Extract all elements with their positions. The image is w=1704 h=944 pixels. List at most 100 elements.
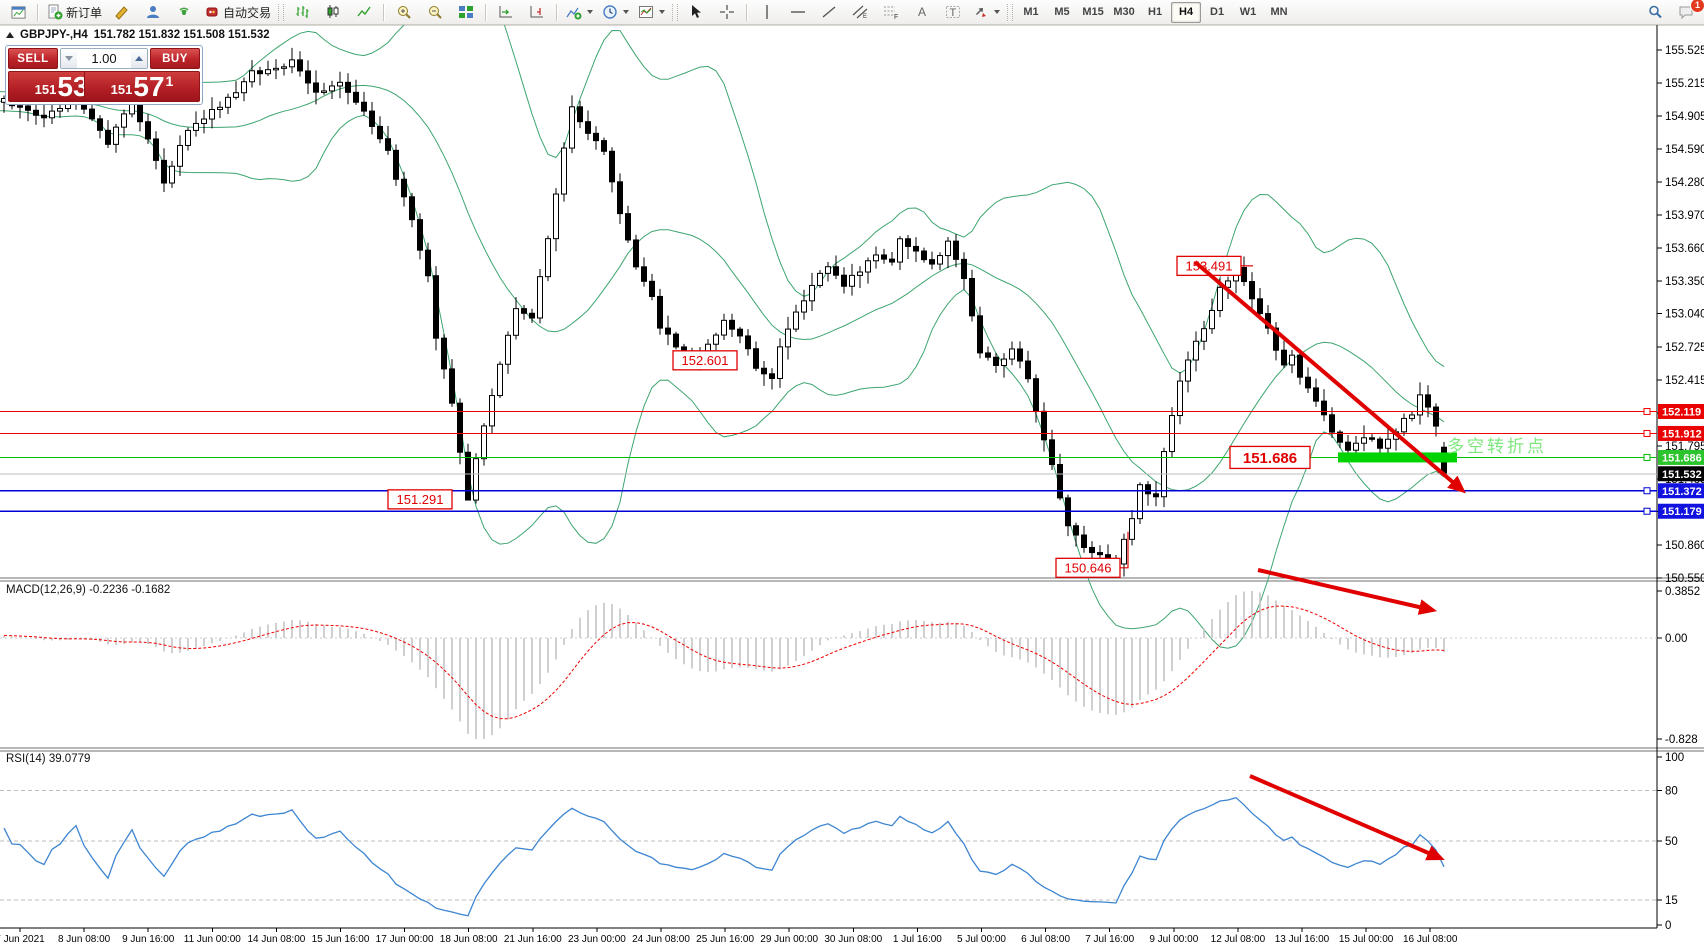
dropdown-arrow-icon	[587, 10, 594, 14]
bull-candle	[121, 113, 127, 128]
trendline-button[interactable]	[814, 1, 844, 24]
bull-candle	[945, 240, 951, 257]
navigator-button[interactable]	[138, 1, 168, 24]
styler-button[interactable]	[107, 1, 137, 24]
bull-candle	[513, 308, 519, 336]
bull-candle	[1001, 358, 1007, 366]
rsi-panel: 100 80 50 15 0 RSI(14) 39.0779	[0, 752, 1684, 932]
bear-candle	[1081, 534, 1087, 548]
new-order-button[interactable]: 新订单	[43, 1, 106, 24]
cursor-button[interactable]	[681, 1, 711, 24]
bull-candle	[57, 108, 63, 112]
buy-price-button[interactable]: 151 57 1	[84, 71, 200, 102]
svg-text:153.970: 153.970	[1665, 210, 1704, 222]
crosshair-button[interactable]	[712, 1, 742, 24]
candlestick-button[interactable]	[318, 1, 348, 24]
timeframe-d1-button[interactable]: D1	[1210, 6, 1225, 18]
svg-text:154.590: 154.590	[1665, 144, 1704, 156]
timeframe-m30-button[interactable]: M30	[1113, 6, 1135, 18]
zoom-out-button[interactable]	[420, 1, 450, 24]
svg-text:154.280: 154.280	[1665, 177, 1704, 189]
equidistant-channel-button[interactable]: E	[845, 1, 875, 24]
bull-candle	[897, 238, 903, 263]
volume-increase-button[interactable]	[131, 49, 147, 68]
timeframe-mn-button[interactable]: MN	[1270, 6, 1288, 18]
bull-candle	[1185, 359, 1191, 382]
bear-candle	[633, 239, 639, 268]
templates-button[interactable]	[634, 1, 669, 24]
bear-candle	[1153, 493, 1159, 498]
arrows-button[interactable]	[969, 1, 1004, 24]
chart-shift-button[interactable]	[522, 1, 552, 24]
macd-panel: 0.3852 0.00 -0.828 MACD(12,26,9) -0.2236 -0…	[0, 584, 1700, 746]
notifications-button[interactable]: 1	[1671, 0, 1704, 24]
search-button[interactable]	[1640, 1, 1670, 24]
bear-candle	[1369, 437, 1375, 440]
volume-input[interactable]: 1.00	[77, 49, 131, 68]
timeframe-m5-button[interactable]: M5	[1054, 6, 1070, 18]
text-button[interactable]: A	[907, 1, 937, 24]
app-chart-icon[interactable]	[3, 1, 33, 24]
svg-text:9 Jul 00:00: 9 Jul 00:00	[1149, 934, 1198, 944]
bull-candle	[537, 276, 543, 319]
bear-candle	[89, 108, 95, 120]
bull-candle	[777, 346, 783, 379]
timeframe-w1-button[interactable]: W1	[1239, 6, 1257, 18]
periods-button[interactable]	[598, 1, 633, 24]
zoom-in-button[interactable]	[389, 1, 419, 24]
bull-candle	[1217, 286, 1223, 312]
indicators-button[interactable]	[562, 1, 597, 24]
svg-text:151.912: 151.912	[1662, 428, 1702, 440]
sell-price-pips: 53	[57, 71, 89, 102]
price-annotation-box[interactable]	[672, 350, 738, 371]
bear-candle	[25, 105, 31, 111]
bull-candle	[1209, 310, 1215, 330]
volume-decrease-button[interactable]	[61, 49, 77, 68]
bear-candle	[313, 82, 319, 93]
sell-button[interactable]: SELL	[8, 48, 58, 69]
zoom-out-icon	[429, 6, 442, 19]
svg-text:153.350: 153.350	[1665, 276, 1704, 288]
autotrading-icon	[206, 7, 218, 17]
vertical-line-button[interactable]	[752, 1, 782, 24]
timeframe-m1-button[interactable]: M1	[1023, 6, 1039, 18]
bear-candle	[1041, 410, 1047, 441]
svg-text:152.725: 152.725	[1665, 342, 1704, 354]
line-chart-icon	[357, 6, 371, 17]
bear-candle	[921, 250, 927, 261]
level-price-badge	[1658, 449, 1704, 465]
bar-chart-icon	[296, 6, 309, 18]
bull-candle	[1401, 417, 1407, 433]
fibonacci-icon: F	[884, 6, 898, 20]
buy-price-point: 1	[165, 73, 174, 89]
horizontal-line-button[interactable]	[783, 1, 813, 24]
bull-candle	[1177, 380, 1183, 417]
autotrading-button[interactable]: 自动交易	[200, 1, 275, 24]
auto-scroll-button[interactable]	[491, 1, 521, 24]
collapse-icon[interactable]	[6, 32, 14, 38]
text-label-button[interactable]: T	[938, 1, 968, 24]
timeframe-h1-button[interactable]: H1	[1148, 6, 1163, 18]
macd-signal-line	[3, 605, 1445, 720]
bear-candle	[609, 150, 615, 183]
timeframe-h4-button[interactable]: H4	[1171, 1, 1202, 23]
price-annotation-box[interactable]	[387, 489, 453, 510]
bull-candle	[1353, 442, 1359, 451]
strategy-tester-button[interactable]	[169, 1, 199, 24]
bull-candle	[1137, 484, 1143, 520]
line-chart-button[interactable]	[349, 1, 379, 24]
bear-candle	[465, 451, 471, 501]
toolbar: 新订单 自动交易	[0, 0, 1704, 25]
bull-candle	[809, 284, 815, 302]
bar-chart-button[interactable]	[287, 1, 317, 24]
buy-button[interactable]: BUY	[150, 48, 200, 69]
bull-candle	[329, 85, 335, 92]
bear-candle	[417, 219, 423, 251]
timeframe-m15-button[interactable]: M15	[1082, 6, 1104, 18]
fibonacci-button[interactable]: F	[876, 1, 906, 24]
price-annotation-box[interactable]	[1055, 557, 1121, 578]
bear-candle	[673, 333, 679, 348]
price-annotation-box[interactable]	[1229, 445, 1311, 470]
tile-windows-button[interactable]	[451, 1, 481, 24]
